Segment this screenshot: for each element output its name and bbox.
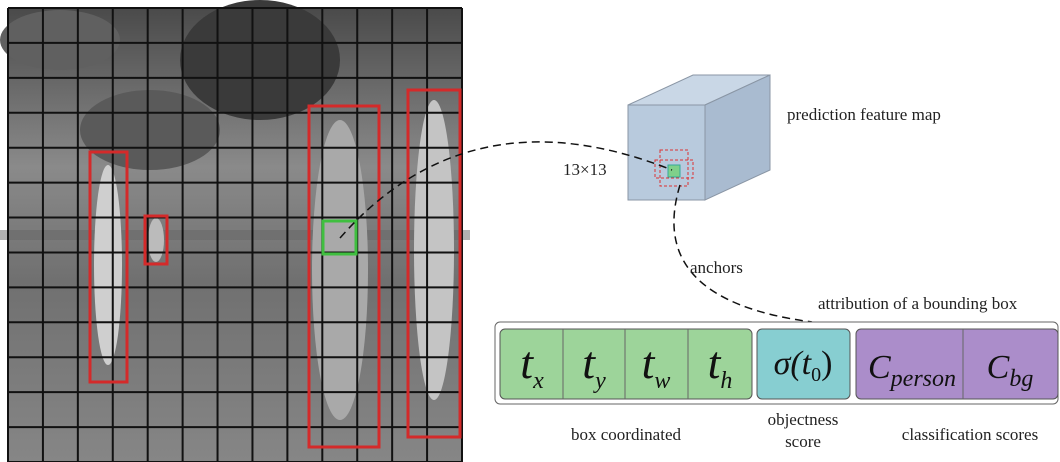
objectness-caption: objectness [768,410,839,429]
objectness-cell: σ(t0) [774,345,833,386]
diagram: prediction feature map 13×13 anchors att… [0,0,1060,462]
bbox-title: attribution of a bounding box [818,294,1018,313]
classes-caption: classification scores [902,425,1038,444]
coord-caption: box coordinated [571,425,681,444]
grid-size-label: 13×13 [563,160,607,179]
objectness-caption: score [785,432,821,451]
anchors-label: anchors [690,258,743,277]
feature-map-cube [628,75,770,200]
feature-map-label: prediction feature map [787,105,941,124]
thermal-image [0,0,470,462]
